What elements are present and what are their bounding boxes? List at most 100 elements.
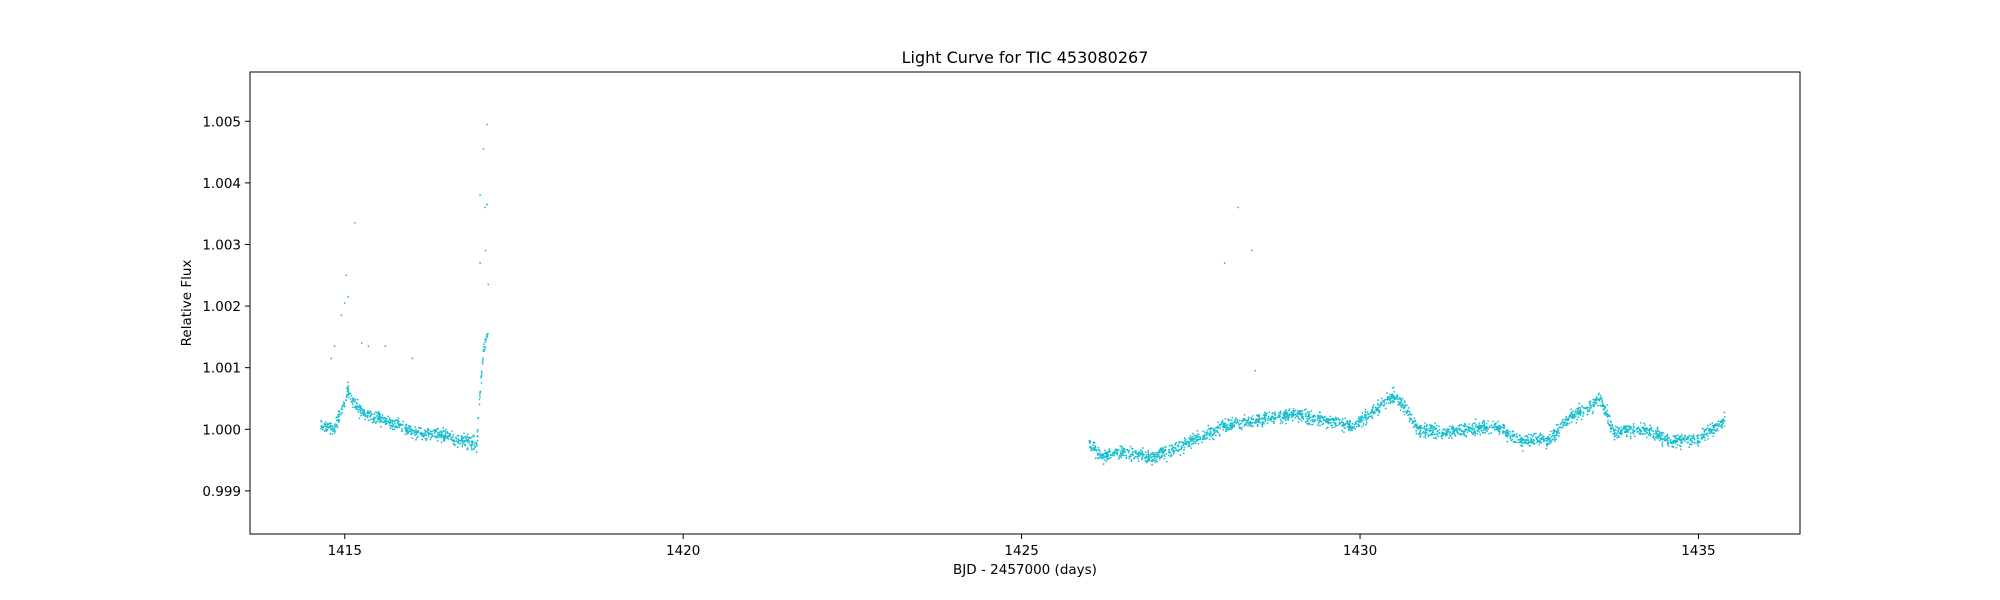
data-point: [1288, 414, 1290, 417]
data-point: [424, 431, 427, 434]
data-point: [1110, 453, 1112, 456]
data-point: [470, 444, 473, 447]
data-point: [1625, 434, 1628, 436]
data-point: [1457, 432, 1460, 435]
data-point: [1632, 428, 1635, 431]
data-point: [1493, 428, 1496, 431]
data-point: [1105, 453, 1108, 456]
data-point: [389, 420, 392, 423]
data-point: [457, 439, 460, 442]
data-point: [1563, 418, 1566, 421]
data-point: [1449, 431, 1452, 434]
data-point: [417, 435, 419, 438]
data-point: [1701, 437, 1704, 440]
data-point: [1311, 423, 1314, 426]
data-point: [1397, 403, 1400, 406]
data-point: [1644, 432, 1646, 435]
data-point: [1419, 429, 1422, 432]
data-point: [1285, 412, 1288, 415]
data-point: [1443, 428, 1446, 431]
data-point: [1446, 429, 1449, 432]
data-point: [1135, 452, 1138, 455]
data-point: [1264, 411, 1266, 414]
data-point: [1472, 427, 1475, 429]
data-point: [1533, 432, 1536, 435]
data-point: [1119, 453, 1122, 456]
data-point: [326, 428, 329, 431]
data-point: [340, 406, 343, 408]
data-point: [1485, 425, 1488, 428]
data-point: [1600, 394, 1602, 397]
data-point: [1255, 418, 1258, 421]
data-point: [1258, 417, 1261, 420]
data-point: [1663, 437, 1666, 440]
data-point: [332, 427, 334, 430]
data-point: [360, 342, 363, 344]
data-point: [1099, 454, 1102, 457]
data-point: [1301, 420, 1303, 422]
data-point: [1652, 432, 1655, 435]
data-point: [1499, 425, 1502, 428]
data-point: [1661, 443, 1664, 446]
data-point: [387, 415, 389, 418]
data-point: [1364, 415, 1367, 418]
data-point: [436, 431, 439, 434]
data-point: [1139, 454, 1142, 457]
data-point: [1298, 413, 1300, 415]
data-point: [1329, 418, 1331, 421]
data-point: [1478, 427, 1481, 429]
data-point: [1509, 437, 1512, 440]
data-point: [1174, 447, 1177, 450]
data-point: [478, 403, 481, 406]
data-point: [1141, 457, 1143, 460]
data-point: [1385, 398, 1388, 401]
data-point: [1260, 423, 1263, 425]
data-point: [1565, 419, 1568, 422]
data-point: [440, 435, 443, 438]
data-point: [391, 428, 394, 431]
data-point: [1145, 460, 1148, 463]
data-point: [1414, 419, 1417, 422]
data-point: [1301, 409, 1304, 412]
data-point: [1360, 426, 1363, 428]
data-point: [1383, 403, 1386, 406]
data-point: [483, 348, 485, 351]
data-point: [1407, 406, 1410, 409]
x-tick-label: 1430: [1343, 543, 1377, 559]
data-point: [349, 398, 352, 400]
data-point: [1230, 424, 1233, 427]
data-point: [1676, 443, 1679, 446]
data-point: [392, 424, 395, 427]
data-point: [454, 436, 457, 439]
data-point: [352, 406, 354, 409]
data-point: [1409, 418, 1412, 421]
data-point: [1244, 419, 1246, 422]
data-point: [1628, 427, 1631, 430]
data-point: [1222, 429, 1225, 431]
data-point: [347, 388, 350, 390]
data-point: [1531, 435, 1534, 438]
data-point: [1125, 457, 1128, 460]
data-point: [431, 434, 434, 437]
data-point: [1419, 430, 1421, 433]
data-point: [1132, 450, 1135, 453]
data-point: [1621, 429, 1623, 432]
data-point: [461, 437, 464, 440]
data-point: [1399, 409, 1402, 412]
data-point: [1424, 434, 1427, 437]
data-point: [417, 431, 419, 434]
y-tick-label: 1.005: [202, 114, 241, 130]
data-point: [1699, 434, 1702, 437]
data-point: [362, 414, 365, 417]
data-point: [409, 425, 412, 428]
data-point: [395, 425, 397, 428]
data-point: [376, 420, 379, 422]
data-point: [1678, 438, 1681, 441]
data-point: [1372, 406, 1374, 408]
data-point: [1109, 456, 1112, 459]
data-point: [1717, 420, 1720, 423]
data-point: [1187, 445, 1190, 448]
data-point: [340, 314, 343, 317]
data-point: [1482, 429, 1485, 432]
data-point: [1653, 437, 1655, 440]
